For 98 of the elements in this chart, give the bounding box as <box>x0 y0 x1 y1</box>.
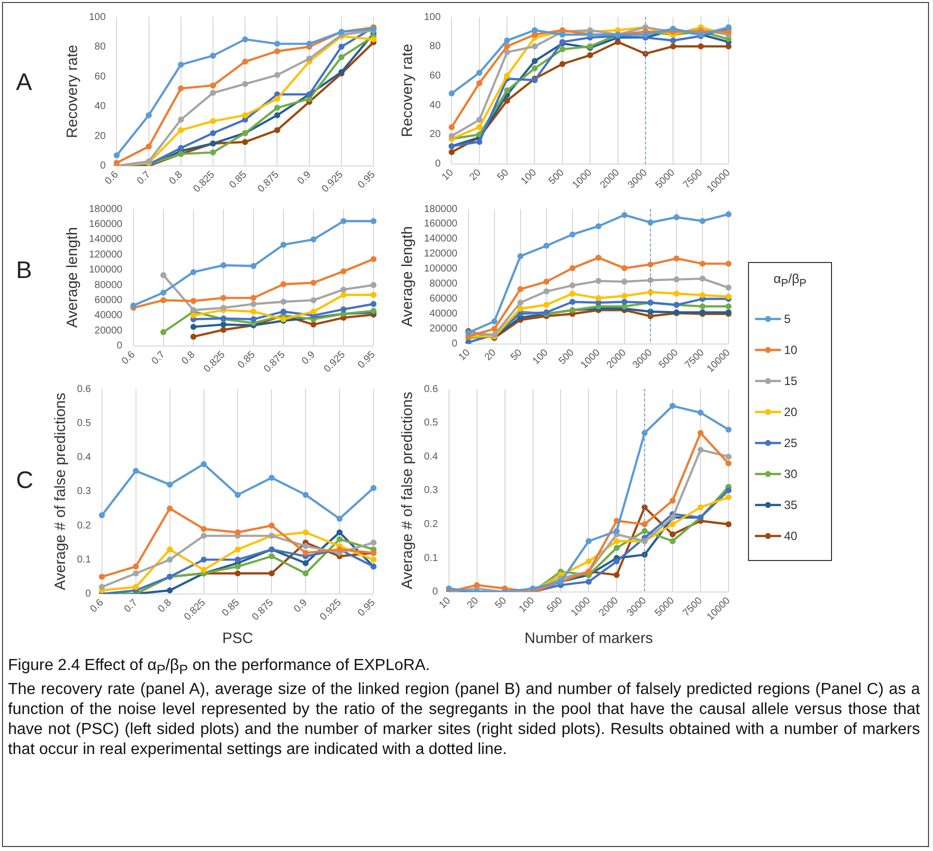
x-tick-label: 0.9 <box>292 597 310 615</box>
y-tick-label: 0.6 <box>424 384 438 395</box>
x-tick-label: 10 <box>437 595 454 612</box>
x-tick-label: 50 <box>508 347 525 364</box>
legend-title: α$_{P}$/β$_{P}$ <box>772 271 808 290</box>
legend-label: 25 <box>784 436 798 450</box>
text: A <box>16 68 32 97</box>
y-tick-label: 80000 <box>430 278 458 290</box>
x-tick-label: 10 <box>456 347 473 364</box>
y-tick-label: 0.2 <box>76 520 92 532</box>
y-tick-label: 140000 <box>424 234 458 245</box>
x-tick-label: 100 <box>517 595 538 615</box>
y-tick-label: 0 <box>432 586 438 598</box>
x-tick-label: 20 <box>468 167 484 184</box>
y-axis-title: Recovery rate <box>399 44 416 138</box>
y-axis-title: Average length <box>64 227 82 328</box>
x-tick-label: 20 <box>482 347 499 364</box>
x-tick-label: 0.95 <box>356 349 378 371</box>
x-axis-title: PSC <box>222 630 254 648</box>
x-tick-label: 0.6 <box>120 349 138 367</box>
y-tick-label: 0 <box>100 160 106 172</box>
y-tick-label: 0 <box>116 340 123 352</box>
y-tick-label: 0.5 <box>424 418 438 429</box>
x-tick-label: 20 <box>465 595 482 612</box>
legend-label: 20 <box>784 405 798 420</box>
x-tick-label: 0.7 <box>135 169 154 187</box>
y-tick-label: 0 <box>85 588 92 600</box>
x-tick-label: 0.8 <box>167 169 186 187</box>
y-tick-label: 20000 <box>94 325 123 336</box>
y-axis-title: Average # of false predictions <box>52 392 70 590</box>
x-tick-label: 100 <box>519 167 540 187</box>
y-tick-label: 0.4 <box>424 451 438 462</box>
y-tick-label: 0.1 <box>424 552 438 564</box>
y-tick-label: 100000 <box>424 264 458 275</box>
y-tick-label: 20000 <box>430 324 458 335</box>
y-axis-title: Average # of false predictions <box>399 392 416 590</box>
y-tick-label: 0.4 <box>76 452 92 464</box>
x-tick-label: 0.8 <box>156 597 174 615</box>
y-tick-label: 40000 <box>430 308 458 320</box>
y-tick-label: 160000 <box>424 218 458 230</box>
y-axis-title: Recovery rate <box>64 44 82 138</box>
y-tick-label: 60 <box>430 70 442 82</box>
y-tick-label: 80000 <box>94 280 123 291</box>
y-tick-label: 20 <box>430 129 442 140</box>
y-tick-label: 0.2 <box>424 518 438 530</box>
x-tick-label: 0.95 <box>356 169 378 191</box>
y-tick-label: 60000 <box>430 294 458 305</box>
x-tick-label: 0.85 <box>236 349 258 371</box>
x-tick-label: 100 <box>530 347 551 367</box>
y-tick-label: 0.3 <box>424 485 438 496</box>
y-tick-label: 100000 <box>88 264 123 276</box>
x-tick-label: 10 <box>440 167 456 184</box>
y-tick-label: 160000 <box>88 218 123 230</box>
y-tick-label: 60000 <box>94 294 123 306</box>
y-tick-label: 0.3 <box>76 486 92 498</box>
x-axis-title: Number of markers <box>524 630 653 648</box>
x-tick-label: 0.85 <box>228 169 250 191</box>
y-tick-label: 40000 <box>94 310 123 322</box>
text: B <box>16 256 32 285</box>
y-tick-label: 20 <box>94 130 106 142</box>
x-tick-label: 50 <box>493 595 510 612</box>
y-tick-label: 0 <box>435 158 442 170</box>
y-tick-label: 40 <box>430 100 442 111</box>
x-tick-label: 500 <box>545 595 566 615</box>
x-tick-label: 50 <box>495 167 512 184</box>
y-tick-label: 140000 <box>88 234 123 246</box>
legend-label: 40 <box>784 529 798 544</box>
caption: Figure 2.4 Effect of α$_{P}$/β$_{P}$ on the performance of EXPLoRA. <box>8 656 431 680</box>
x-tick-label: 0.7 <box>122 597 140 615</box>
y-tick-label: 40 <box>94 101 106 112</box>
y-tick-label: 100 <box>88 12 106 23</box>
y-tick-label: 0.6 <box>76 384 92 395</box>
y-tick-label: 80 <box>94 42 106 53</box>
x-tick-label: 0.8 <box>180 349 198 367</box>
text: C <box>16 467 34 496</box>
legend-label: 30 <box>784 467 798 482</box>
x-tick-label: 0.9 <box>296 169 314 187</box>
y-tick-label: 0.1 <box>76 554 92 566</box>
legend-label: 15 <box>784 374 798 388</box>
x-tick-label: 0.9 <box>300 349 318 367</box>
legend-label: 35 <box>784 498 798 512</box>
y-tick-label: 120000 <box>424 248 458 260</box>
y-tick-label: 80 <box>430 41 442 52</box>
y-tick-label: 120000 <box>88 249 123 260</box>
x-tick-label: 0.95 <box>356 597 378 619</box>
y-tick-label: 60 <box>94 71 106 82</box>
y-axis-title: Average length <box>399 226 416 327</box>
x-tick-label: 0.85 <box>220 597 242 619</box>
x-tick-label: 500 <box>546 167 567 187</box>
y-tick-label: 0.5 <box>76 418 92 429</box>
x-tick-label: 0.7 <box>150 349 168 367</box>
text: The recovery rate (panel A), average size of the linked region (panel B) and number of falsely predicted regions (Panel C) as a function of the noise level represented by the ratio of the segregants in the pool that have the causal allele versus those that have not (PSC) (left sided plots) and the number of marker sites (right sided plots). Results obtained with a number of markers that occur in real experimental settings are indicated with a dotted line. <box>8 680 920 760</box>
legend-label: 5 <box>784 312 791 326</box>
y-tick-label: 100 <box>424 12 442 23</box>
y-tick-label: 0 <box>452 338 458 350</box>
y-tick-label: 180000 <box>424 204 458 215</box>
y-tick-label: 180000 <box>88 204 123 215</box>
x-tick-label: 500 <box>556 347 577 367</box>
